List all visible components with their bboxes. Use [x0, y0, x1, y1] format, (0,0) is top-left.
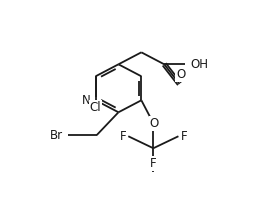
Text: F: F: [150, 157, 157, 170]
Text: O: O: [176, 68, 185, 81]
Text: F: F: [181, 130, 187, 143]
Text: Br: Br: [50, 129, 63, 142]
Text: OH: OH: [190, 58, 209, 71]
Text: F: F: [119, 130, 126, 143]
Text: O: O: [150, 117, 159, 130]
Text: N: N: [82, 94, 91, 107]
Text: Cl: Cl: [90, 101, 101, 114]
